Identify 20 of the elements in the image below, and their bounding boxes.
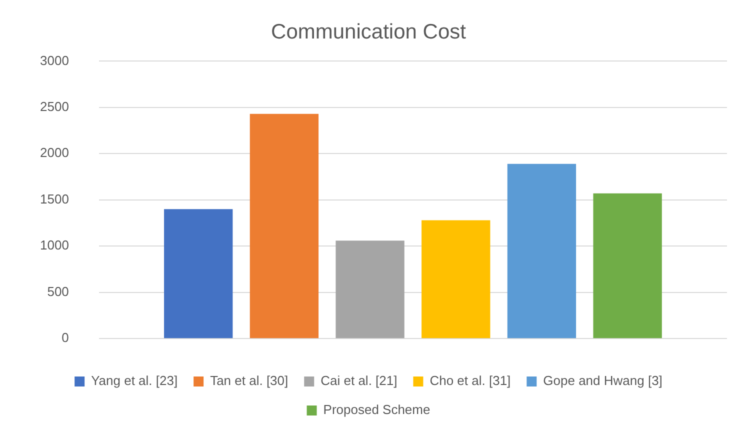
y-tick-label: 1500 bbox=[40, 191, 69, 206]
chart-title: Communication Cost bbox=[271, 20, 466, 44]
bar bbox=[593, 193, 662, 338]
y-tick-label: 1000 bbox=[40, 238, 69, 253]
bar bbox=[422, 220, 490, 338]
legend-label: Proposed Scheme bbox=[323, 402, 430, 418]
legend-label: Tan et al. [30] bbox=[210, 373, 288, 388]
bar bbox=[507, 164, 576, 338]
legend-label: Cho et al. [31] bbox=[430, 373, 511, 388]
bar bbox=[336, 240, 404, 338]
legend-label: Gope and Hwang [3] bbox=[543, 373, 662, 388]
y-tick-label: 2500 bbox=[40, 99, 69, 114]
y-tick-label: 3000 bbox=[40, 52, 69, 68]
bar bbox=[250, 114, 319, 338]
y-tick-label: 500 bbox=[47, 284, 69, 299]
legend-label: Cai et al. [21] bbox=[320, 373, 398, 388]
bar bbox=[164, 209, 233, 338]
y-tick-label: 0 bbox=[62, 330, 69, 346]
legend-label: Yang et al. [23] bbox=[91, 373, 178, 388]
y-tick-label: 2000 bbox=[40, 145, 69, 160]
